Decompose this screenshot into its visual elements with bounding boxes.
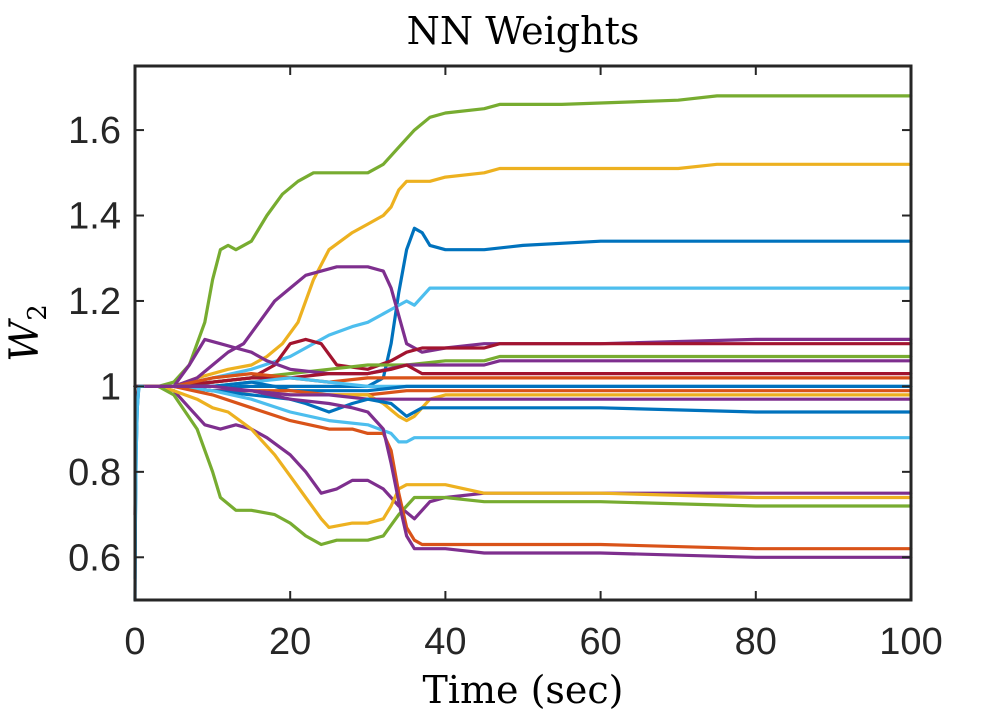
series-line-22 xyxy=(133,384,913,559)
y-tick-label-3: 1.2 xyxy=(68,281,121,323)
y-tick-label-0: 0.6 xyxy=(68,537,121,579)
series-line-10 xyxy=(133,372,913,388)
x-tick-label-4: 80 xyxy=(735,621,777,663)
chart-title: NN Weights xyxy=(407,9,640,53)
y-tick-label-5: 1.6 xyxy=(68,110,121,152)
x-tick-label-1: 20 xyxy=(269,621,311,663)
axes-frame xyxy=(133,64,913,602)
series-line-20 xyxy=(133,384,913,547)
y-axis-label-base: W xyxy=(2,318,48,362)
x-tick-label-5: 100 xyxy=(879,621,942,663)
x-axis-label: Time (sec) xyxy=(422,668,623,712)
x-tick-label-2: 40 xyxy=(424,621,466,663)
x-tick-label-0: 0 xyxy=(124,621,145,663)
y-axis-label-subscript: 2 xyxy=(23,304,53,321)
y-tick-label-2: 1 xyxy=(100,366,121,408)
y-tick-label-1: 0.8 xyxy=(68,452,121,494)
x-tick-label-3: 60 xyxy=(579,621,621,663)
series-layer xyxy=(133,94,913,602)
series-line-3 xyxy=(133,226,913,388)
series-line-4 xyxy=(133,286,913,388)
series-line-19 xyxy=(133,384,913,529)
y-tick-label-4: 1.4 xyxy=(68,196,121,238)
ticks-layer: 0 20 40 60 80 100 0.6 0.8 1 1.2 1.4 1.6 xyxy=(68,66,943,663)
series-line-15 xyxy=(133,384,913,401)
y-axis-label: W2 xyxy=(2,304,53,362)
